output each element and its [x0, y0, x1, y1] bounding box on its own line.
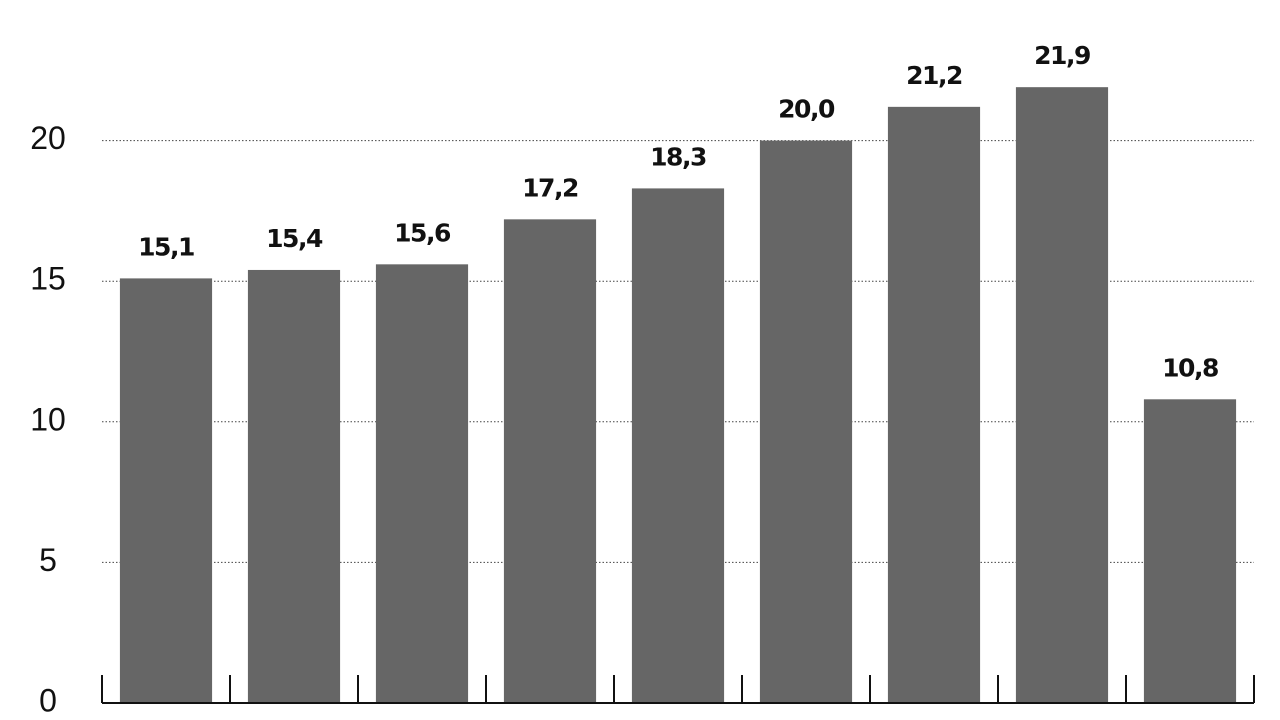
value-label: 10,8 [1162, 353, 1218, 382]
bar [503, 219, 597, 703]
value-label: 17,2 [522, 173, 578, 202]
y-tick-label: 5 [39, 542, 57, 578]
y-tick-label: 10 [30, 401, 66, 437]
bar [1015, 87, 1109, 703]
value-label: 15,6 [394, 218, 451, 247]
bar [119, 278, 213, 703]
bar [1143, 399, 1237, 703]
y-tick-label: 20 [30, 120, 66, 156]
value-label: 15,1 [138, 232, 194, 261]
value-label: 21,9 [1034, 41, 1090, 70]
bar [631, 188, 725, 704]
bar [247, 269, 341, 703]
y-tick-label: 15 [30, 261, 66, 297]
value-label: 15,4 [266, 224, 323, 253]
value-label: 20,0 [778, 95, 835, 124]
bar [375, 264, 469, 703]
bar [887, 106, 981, 703]
bar [759, 140, 853, 704]
value-label: 21,2 [906, 61, 962, 90]
y-tick-label: 0 [39, 682, 57, 718]
value-label: 18,3 [650, 142, 706, 171]
